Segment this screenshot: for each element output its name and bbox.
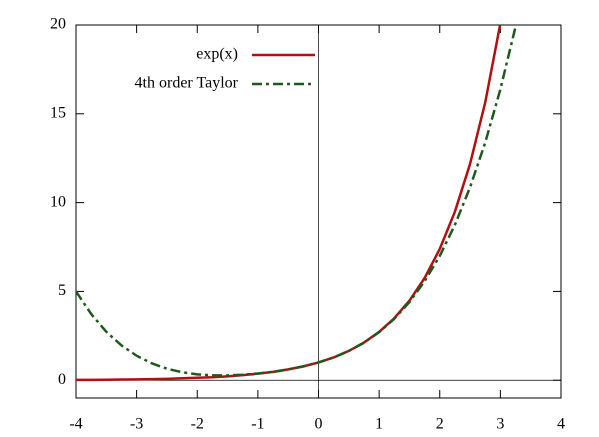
x-tick-label: 2 xyxy=(436,416,444,433)
y-tick-label: 0 xyxy=(58,371,66,388)
x-tick-label: -3 xyxy=(130,416,143,433)
y-tick-label: 5 xyxy=(58,282,66,299)
x-tick-label: 1 xyxy=(375,416,383,433)
legend-label: 4th order Taylor xyxy=(135,75,239,92)
x-tick-label: -4 xyxy=(69,416,82,433)
series-line xyxy=(76,25,518,377)
x-tick-label: 4 xyxy=(557,416,565,433)
x-tick-label: -2 xyxy=(191,416,204,433)
x-tick-label: -1 xyxy=(251,416,264,433)
y-tick-label: 20 xyxy=(50,16,66,33)
series-line xyxy=(76,25,502,382)
x-tick-label: 3 xyxy=(496,416,504,433)
legend-label: exp(x) xyxy=(196,46,238,63)
y-tick-label: 15 xyxy=(50,104,66,121)
x-tick-label: 0 xyxy=(315,416,323,433)
y-tick-label: 10 xyxy=(50,193,66,210)
